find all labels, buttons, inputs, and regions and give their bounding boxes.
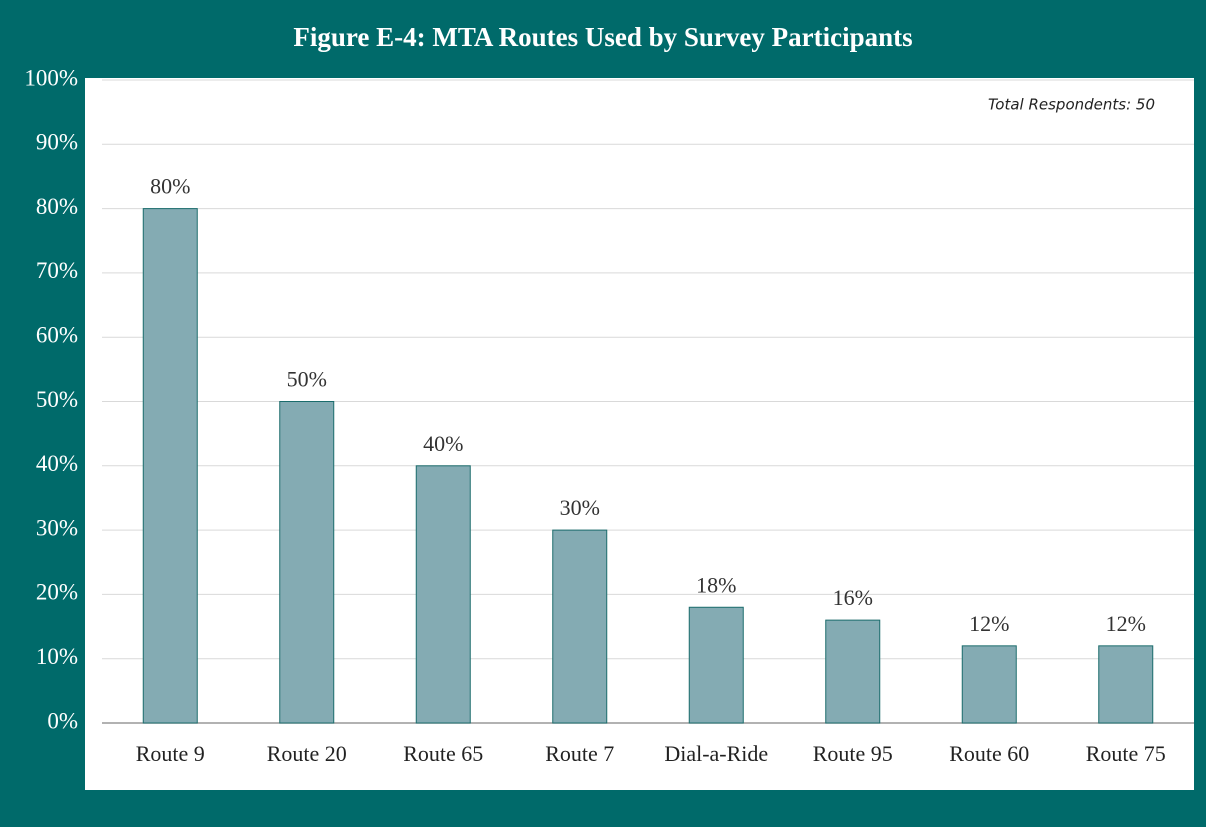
chart-title: Figure E-4: MTA Routes Used by Survey Pa… bbox=[293, 22, 912, 52]
y-tick-label: 10% bbox=[36, 644, 78, 669]
y-tick-label: 80% bbox=[36, 194, 78, 219]
bar bbox=[825, 619, 881, 724]
x-tick-label: Route 60 bbox=[949, 741, 1029, 766]
annotation: Total Respondents: 50 bbox=[988, 96, 1155, 114]
value-label: 18% bbox=[696, 572, 736, 597]
bar bbox=[279, 401, 335, 724]
bar bbox=[1098, 645, 1154, 724]
bar bbox=[415, 465, 471, 724]
y-tick-label: 60% bbox=[36, 322, 78, 347]
y-tick-label: 20% bbox=[36, 580, 78, 605]
x-tick-label: Route 20 bbox=[267, 741, 347, 766]
bar bbox=[961, 645, 1017, 724]
y-tick-label: 40% bbox=[36, 451, 78, 476]
y-tick-label: 0% bbox=[47, 708, 78, 733]
x-tick-label: Route 95 bbox=[813, 741, 893, 766]
bar bbox=[552, 529, 608, 724]
value-label: 12% bbox=[969, 611, 1009, 636]
y-tick-label: 70% bbox=[36, 258, 78, 283]
y-tick-label: 90% bbox=[36, 130, 78, 155]
x-tick-label: Dial-a-Ride bbox=[664, 741, 768, 766]
value-label: 16% bbox=[833, 585, 873, 610]
value-label: 40% bbox=[423, 431, 463, 456]
value-label: 80% bbox=[150, 174, 190, 199]
y-tick-label: 100% bbox=[24, 65, 78, 90]
x-tick-label: Route 7 bbox=[545, 741, 614, 766]
value-label: 50% bbox=[287, 367, 327, 392]
plot-area bbox=[85, 78, 1194, 790]
y-tick-label: 30% bbox=[36, 515, 78, 540]
value-label: 12% bbox=[1106, 611, 1146, 636]
bar bbox=[142, 208, 198, 724]
x-tick-label: Route 65 bbox=[403, 741, 483, 766]
x-tick-label: Route 9 bbox=[136, 741, 205, 766]
y-tick-label: 50% bbox=[36, 387, 78, 412]
x-tick-label: Route 75 bbox=[1086, 741, 1166, 766]
bar bbox=[688, 606, 744, 724]
value-label: 30% bbox=[560, 495, 600, 520]
